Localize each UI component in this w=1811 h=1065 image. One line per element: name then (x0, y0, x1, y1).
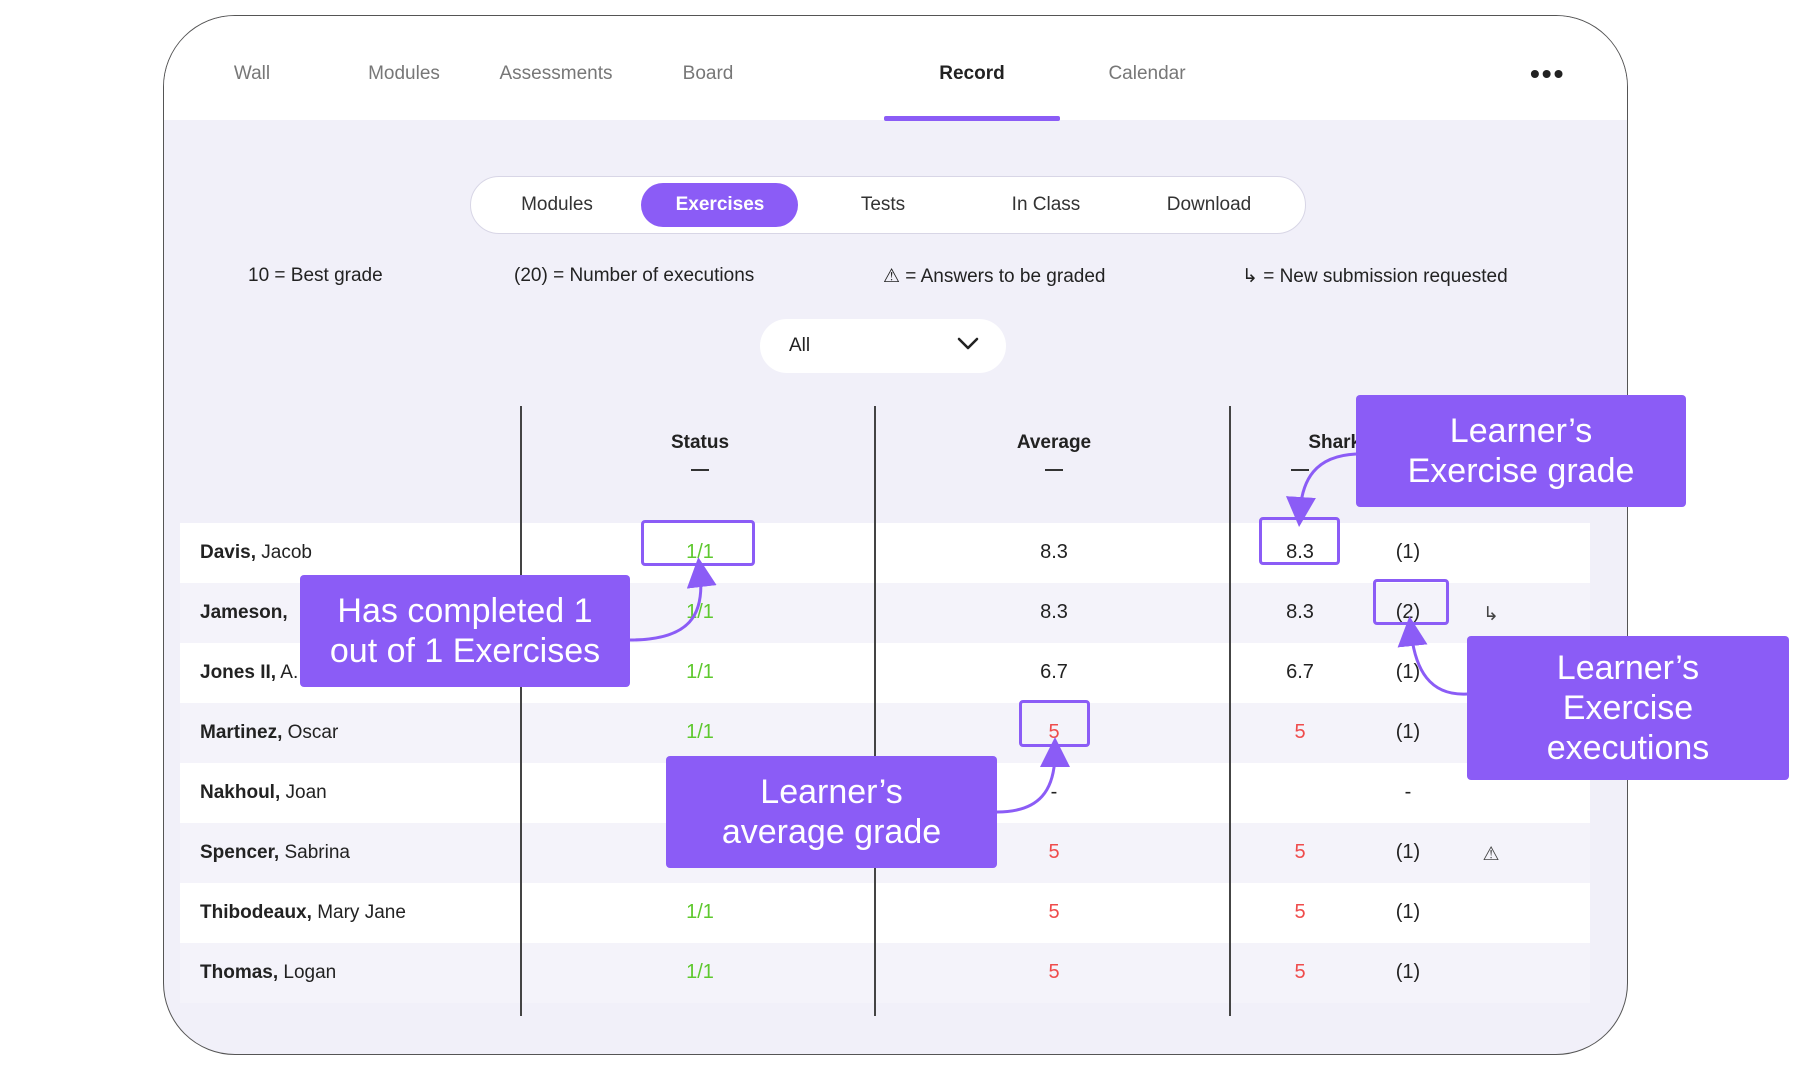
subtab-in-class[interactable]: In Class (1011, 194, 1081, 215)
tab-record[interactable]: Record (939, 63, 1005, 84)
learner-first-name: Sabrina (284, 842, 351, 863)
filter-dropdown[interactable]: All (760, 319, 1006, 373)
average-cell: 5 (1048, 841, 1060, 863)
tab-modules[interactable]: Modules (368, 63, 440, 84)
learner-last-name: Davis, (200, 542, 256, 563)
average-cell: - (1050, 781, 1058, 803)
callout-completed: Has completed 1 out of 1 Exercises (300, 575, 630, 687)
subtab-modules[interactable]: Modules (521, 194, 593, 215)
status-cell: 1/1 (686, 721, 714, 743)
subtab-exercises[interactable]: Exercises (675, 194, 765, 215)
exercise-grade-cell[interactable]: 5 (1294, 841, 1306, 863)
exercise-grade-cell[interactable]: 8.3 (1286, 541, 1314, 563)
more-menu-icon[interactable]: ••• (1530, 58, 1566, 89)
status-cell: 1/1 (686, 661, 714, 683)
callout-average-grade: Learner’s average grade (666, 756, 997, 868)
subtab-download[interactable]: Download (1166, 194, 1252, 215)
callout-executions: Learner’s Exercise executions (1467, 636, 1789, 780)
column-divider (520, 406, 522, 1016)
learner-last-name: Thibodeaux, (200, 902, 312, 923)
learner-name[interactable]: Thibodeaux, Mary Jane (200, 902, 406, 924)
status-cell: 1/1 (686, 901, 714, 923)
status-sort-icon[interactable] (691, 469, 709, 471)
table-row[interactable]: Thibodeaux, Mary Jane 1/1 5 5 (1) (180, 883, 1590, 943)
average-cell: 5 (1048, 961, 1060, 983)
legend-resubmission: ↳ = New submission requested (1242, 266, 1508, 287)
learner-first-name: Mary Jane (317, 902, 406, 923)
header-average[interactable]: Average (1016, 432, 1092, 453)
status-cell: 1/1 (686, 961, 714, 983)
column-divider (1229, 406, 1231, 1016)
average-cell: 6.7 (1040, 661, 1068, 683)
active-tab-indicator (884, 116, 1060, 121)
table-row[interactable]: Thomas, Logan 1/1 5 5 (1) (180, 943, 1590, 1003)
exercise-sort-icon[interactable] (1291, 469, 1309, 471)
exercise-grade-cell[interactable]: 6.7 (1286, 661, 1314, 683)
learner-name[interactable]: Davis, Jacob (200, 542, 312, 564)
arrow-executions (1397, 616, 1468, 696)
learner-first-name: Oscar (287, 722, 339, 743)
learner-first-name: A. (280, 662, 299, 683)
exercise-grade-cell[interactable]: 5 (1294, 901, 1306, 923)
average-sort-icon[interactable] (1045, 469, 1063, 471)
arrow-exercise-grade (1285, 452, 1357, 527)
learner-first-name: Joan (285, 782, 327, 803)
learner-last-name: Thomas, (200, 962, 279, 983)
executions-cell: (1) (1395, 541, 1421, 563)
tab-wall[interactable]: Wall (233, 63, 271, 84)
resubmission-icon[interactable]: ↳ (1483, 604, 1499, 625)
exercise-grade-cell[interactable]: 5 (1294, 721, 1306, 743)
header-status[interactable]: Status (670, 432, 730, 453)
executions-cell: - (1404, 781, 1412, 803)
learner-name[interactable]: Jameson, (200, 602, 288, 624)
learner-last-name: Jameson, (200, 602, 288, 623)
learner-name[interactable]: Spencer, Sabrina (200, 842, 350, 864)
average-cell: 8.3 (1040, 541, 1068, 563)
chevron-down-icon (957, 337, 979, 350)
learner-last-name: Nakhoul, (200, 782, 281, 803)
arrow-completed (629, 557, 717, 642)
column-divider (874, 406, 876, 1016)
subtab-tests[interactable]: Tests (860, 194, 906, 215)
tab-assessments[interactable]: Assessments (499, 63, 613, 84)
legend-to-grade: ⚠ = Answers to be graded (883, 266, 1106, 287)
tab-board[interactable]: Board (682, 63, 734, 84)
record-subtabs: Modules Exercises Tests In Class Downloa… (470, 176, 1306, 234)
table-row[interactable]: Davis, Jacob 1/1 8.3 8.3 (1) (180, 523, 1590, 583)
executions-cell: (1) (1395, 661, 1421, 683)
executions-cell: (1) (1395, 841, 1421, 863)
active-subtab-pill (641, 183, 798, 227)
header-exercise[interactable]: Sharks (1308, 432, 1372, 453)
device-frame: Wall Modules Assessments Board Record Ca… (163, 15, 1628, 1055)
learner-last-name: Jones II, (200, 662, 277, 683)
learner-first-name: Logan (283, 962, 337, 983)
learner-name[interactable]: Nakhoul, Joan (200, 782, 327, 804)
learner-first-name: Jacob (261, 542, 312, 563)
exercise-grade-cell[interactable]: 8.3 (1286, 601, 1314, 623)
executions-cell: (1) (1395, 961, 1421, 983)
learner-name[interactable]: Jones II, A. (200, 662, 298, 684)
warning-icon[interactable]: ⚠ (1482, 844, 1500, 865)
tab-calendar[interactable]: Calendar (1108, 63, 1186, 84)
filter-value: All (789, 335, 811, 356)
learner-name[interactable]: Martinez, Oscar (200, 722, 338, 744)
executions-cell: (1) (1395, 901, 1421, 923)
average-cell: 5 (1048, 721, 1060, 743)
top-navigation: Wall Modules Assessments Board Record Ca… (164, 16, 1627, 121)
average-cell: 5 (1048, 901, 1060, 923)
table-row[interactable]: Martinez, Oscar 1/1 5 5 (1) (180, 703, 1590, 763)
executions-cell: (1) (1395, 721, 1421, 743)
callout-exercise-grade: Learner’s Exercise grade (1356, 395, 1686, 507)
exercise-grade-cell[interactable]: 5 (1294, 961, 1306, 983)
average-cell: 8.3 (1040, 601, 1068, 623)
learner-last-name: Martinez, (200, 722, 283, 743)
learner-name[interactable]: Thomas, Logan (200, 962, 336, 984)
arrow-average-grade (996, 737, 1070, 814)
legend-best-grade: 10 = Best grade (248, 265, 383, 286)
learner-last-name: Spencer, (200, 842, 280, 863)
legend-executions: (20) = Number of executions (514, 265, 755, 286)
